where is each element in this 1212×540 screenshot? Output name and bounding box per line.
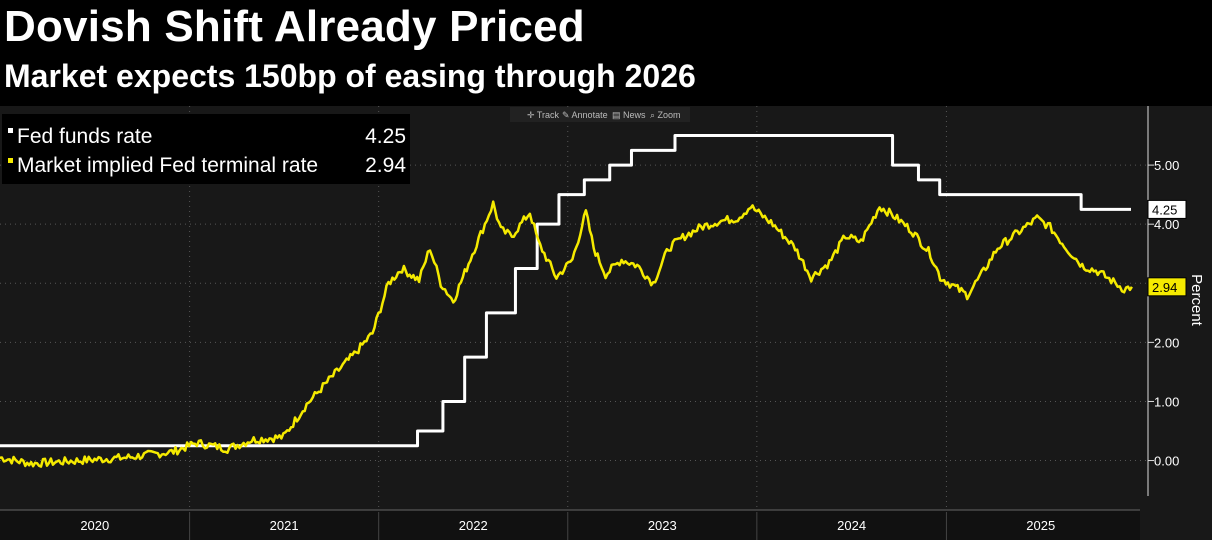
x-tick-label: 2023 [648, 518, 677, 533]
x-axis: 2020 2021 2022 2023 2024 2025 [0, 509, 1140, 540]
x-tick-label: 2020 [80, 518, 109, 533]
legend-label-fed-funds: Fed funds rate [17, 125, 152, 148]
chart-title: Dovish Shift Already Priced [4, 2, 585, 51]
legend-box [2, 114, 410, 184]
x-tick-label: 2024 [837, 518, 866, 533]
y-tick-label: 5.00 [1154, 158, 1179, 173]
y-tick-label: 1.00 [1154, 394, 1179, 409]
y-tick-label: 2.00 [1154, 335, 1179, 350]
chart-toolbar: ✛ Track ✎ Annotate ▤ News ⌕ Zoom [510, 107, 690, 122]
x-tick-label: 2021 [270, 518, 299, 533]
y-tick-label: 4.00 [1154, 217, 1179, 232]
legend-value-fed-funds: 4.25 [365, 125, 406, 148]
x-tick-label: 2025 [1026, 518, 1055, 533]
legend-label-implied: Market implied Fed terminal rate [17, 154, 318, 177]
chart-subtitle: Market expects 150bp of easing through 2… [4, 58, 696, 94]
series-line-implied [0, 200, 1133, 468]
toolbar-track[interactable]: ✛ Track [527, 110, 560, 120]
series-lines [0, 134, 1133, 468]
series-line-fed-funds [0, 134, 1131, 448]
y-tick-label: 0.00 [1154, 454, 1179, 469]
x-tick-label: 2022 [459, 518, 488, 533]
toolbar-zoom[interactable]: ⌕ Zoom [650, 110, 681, 120]
toolbar-annotate[interactable]: ✎ Annotate [562, 110, 608, 120]
legend-value-implied: 2.94 [365, 154, 406, 177]
last-value-fed-funds: 4.25 [1152, 202, 1177, 217]
legend: Fed funds rate 4.25 Market implied Fed t… [2, 114, 410, 184]
last-value-badges: 4.25 2.94 [1147, 199, 1187, 297]
legend-swatch-fed-funds [8, 128, 13, 133]
last-value-badge-implied [1147, 277, 1187, 297]
last-value-badge-fed-funds [1147, 199, 1187, 219]
last-value-implied: 2.94 [1152, 280, 1177, 295]
toolbar-news[interactable]: ▤ News [612, 110, 646, 120]
legend-swatch-implied [8, 158, 13, 163]
y-axis-title: Percent [1188, 274, 1205, 327]
